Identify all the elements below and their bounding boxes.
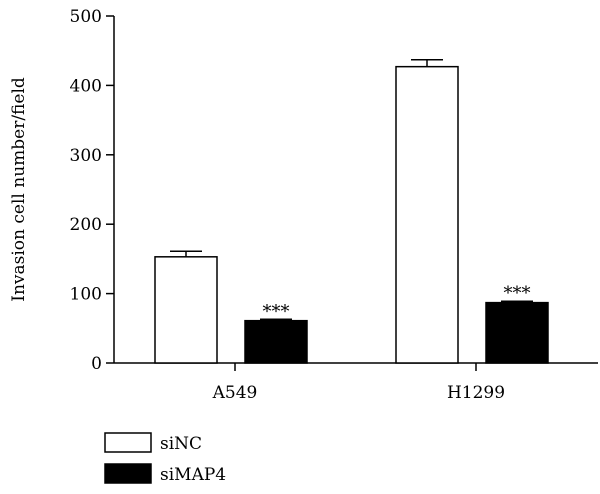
y-tick-label: 100 bbox=[70, 285, 102, 305]
x-tick-label: A549 bbox=[212, 383, 258, 403]
bar-siNC-A549 bbox=[154, 256, 218, 364]
y-axis-label: Invasion cell number/field bbox=[9, 77, 29, 302]
legend-swatch-siMAP4 bbox=[104, 463, 152, 484]
bar-siMAP4-H1299 bbox=[485, 301, 549, 364]
bars bbox=[154, 58, 549, 364]
bar-siMAP4-A549 bbox=[244, 319, 308, 364]
y-tick-label: 200 bbox=[70, 215, 102, 235]
x-axis: A549 H1299 bbox=[114, 362, 598, 403]
y-tick-label: 500 bbox=[70, 7, 102, 27]
y-tick-label: 300 bbox=[70, 146, 102, 166]
y-tick-label: 400 bbox=[70, 76, 102, 96]
significance-marker: *** bbox=[504, 283, 531, 304]
significance-annotations: *** *** bbox=[263, 283, 531, 322]
legend-label-siMAP4: siMAP4 bbox=[160, 465, 226, 485]
bar-siNC-H1299 bbox=[395, 65, 459, 364]
y-tick-label: 0 bbox=[91, 354, 102, 374]
significance-marker: *** bbox=[263, 301, 290, 322]
legend-label-siNC: siNC bbox=[160, 434, 202, 454]
legend: siNC siMAP4 bbox=[104, 432, 226, 485]
y-axis: 0 100 200 300 400 500 bbox=[70, 7, 115, 374]
x-tick-label: H1299 bbox=[447, 383, 505, 403]
legend-swatch-siNC bbox=[104, 432, 152, 453]
